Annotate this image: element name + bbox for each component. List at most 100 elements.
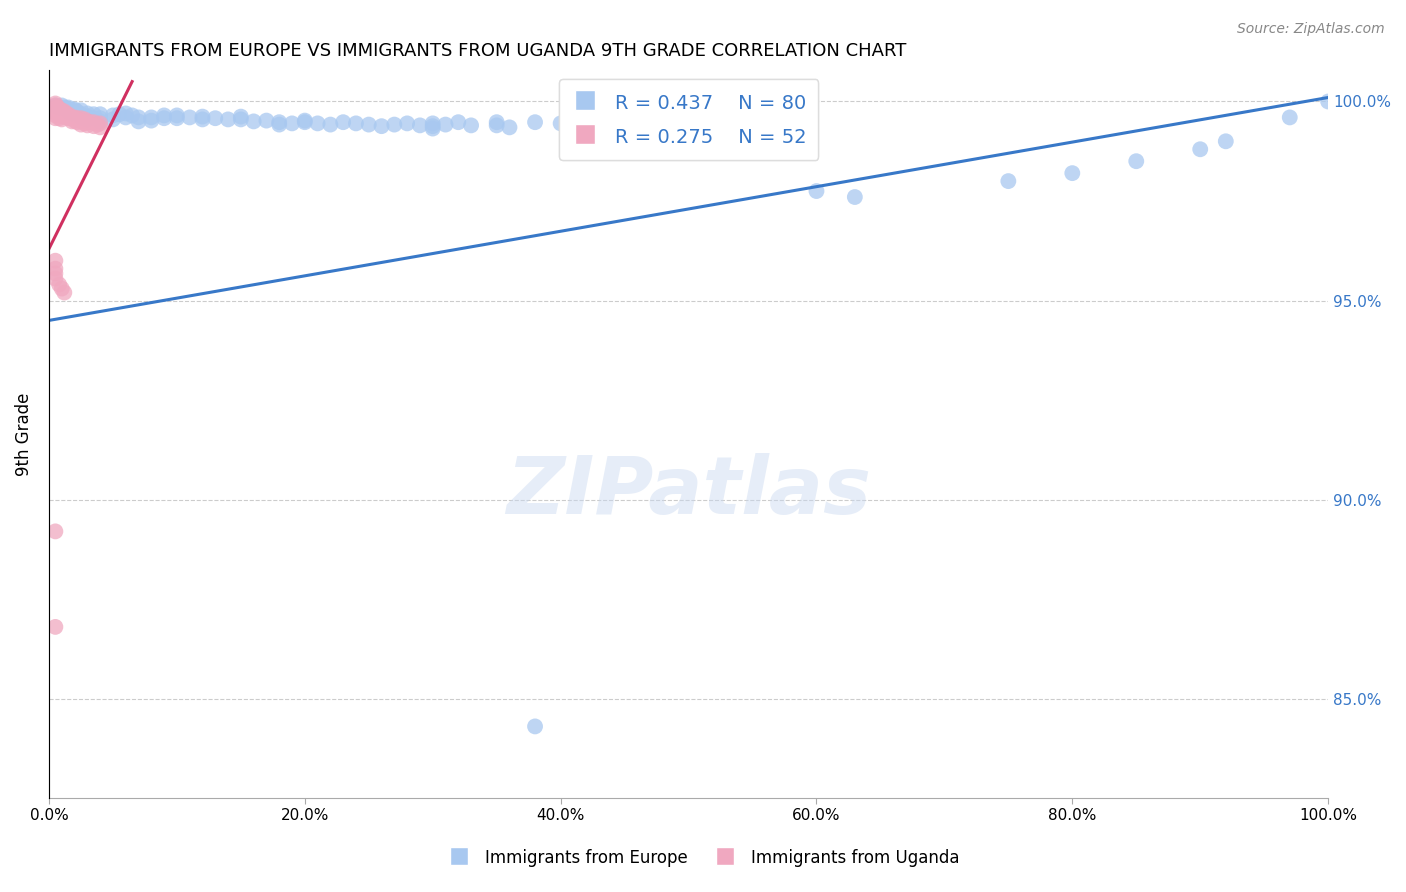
Point [56, 100, 79, 114]
Point [73, 112, 96, 127]
Point [73, 116, 96, 130]
Point [83, 107, 105, 121]
Point [53, 110, 76, 124]
Point [191, 112, 214, 127]
Point [48, 107, 70, 121]
Point [141, 113, 163, 128]
Point [46, 100, 69, 114]
Point [166, 112, 188, 126]
Point [44, 103, 66, 118]
Point [86, 118, 108, 132]
Point [44, 271, 66, 285]
Point [1215, 134, 1237, 148]
Text: Source: ZipAtlas.com: Source: ZipAtlas.com [1237, 22, 1385, 37]
Point [51, 282, 73, 296]
Point [294, 115, 316, 129]
Point [229, 110, 252, 124]
Point [294, 113, 316, 128]
Point [70, 111, 93, 125]
Point [485, 119, 508, 133]
Point [396, 116, 419, 130]
Point [409, 119, 432, 133]
Point [44, 100, 66, 114]
Point [332, 115, 354, 129]
Legend: R = 0.437    N = 80, R = 0.275    N = 52: R = 0.437 N = 80, R = 0.275 N = 52 [558, 79, 818, 160]
Point [51, 103, 73, 118]
Point [806, 184, 828, 198]
Point [269, 118, 291, 132]
Point [422, 119, 444, 133]
Point [51, 112, 73, 127]
Point [1317, 95, 1340, 109]
Point [166, 108, 188, 122]
Point [307, 116, 329, 130]
Point [51, 98, 73, 112]
Point [242, 114, 264, 128]
Point [997, 174, 1019, 188]
Point [460, 119, 482, 133]
Point [89, 116, 111, 130]
Point [79, 115, 101, 129]
Point [550, 116, 572, 130]
Point [53, 285, 76, 300]
Point [60, 106, 83, 120]
Point [56, 104, 79, 119]
Point [70, 112, 93, 126]
Text: IMMIGRANTS FROM EUROPE VS IMMIGRANTS FROM UGANDA 9TH GRADE CORRELATION CHART: IMMIGRANTS FROM EUROPE VS IMMIGRANTS FRO… [49, 42, 907, 60]
Point [70, 114, 93, 128]
Point [44, 108, 66, 122]
Point [58, 110, 80, 124]
Point [76, 106, 98, 120]
Point [48, 112, 70, 126]
Point [101, 108, 124, 122]
Point [153, 112, 176, 126]
Point [128, 114, 150, 128]
Point [121, 108, 143, 122]
Point [60, 103, 83, 117]
Point [44, 102, 66, 116]
Point [63, 105, 86, 120]
Point [44, 112, 66, 126]
Point [44, 98, 66, 112]
Point [89, 112, 111, 126]
Point [44, 253, 66, 268]
Point [44, 96, 66, 111]
Point [89, 107, 111, 121]
Point [53, 104, 76, 119]
Point [1125, 154, 1147, 169]
Point [59, 112, 82, 126]
Point [89, 120, 111, 135]
Point [76, 112, 98, 127]
Point [485, 115, 508, 129]
Point [128, 111, 150, 125]
Point [66, 112, 89, 126]
Point [422, 116, 444, 130]
Point [56, 108, 79, 122]
Point [83, 115, 105, 129]
Point [1189, 142, 1212, 156]
Point [46, 104, 69, 119]
Point [447, 115, 470, 129]
Point [422, 121, 444, 136]
Point [70, 118, 93, 132]
Point [524, 115, 547, 129]
Point [434, 118, 457, 132]
Point [83, 112, 105, 126]
Point [48, 103, 70, 117]
Point [53, 100, 76, 114]
Point [344, 116, 367, 130]
Point [63, 113, 86, 128]
Point [63, 111, 86, 125]
Point [204, 112, 226, 126]
Point [229, 112, 252, 127]
Point [44, 524, 66, 539]
Point [191, 110, 214, 124]
Point [48, 100, 70, 114]
Point [179, 111, 201, 125]
Point [114, 106, 136, 120]
Point [76, 119, 98, 133]
Point [281, 116, 304, 130]
Text: ZIPatlas: ZIPatlas [506, 453, 872, 531]
Point [101, 112, 124, 127]
Point [357, 118, 380, 132]
